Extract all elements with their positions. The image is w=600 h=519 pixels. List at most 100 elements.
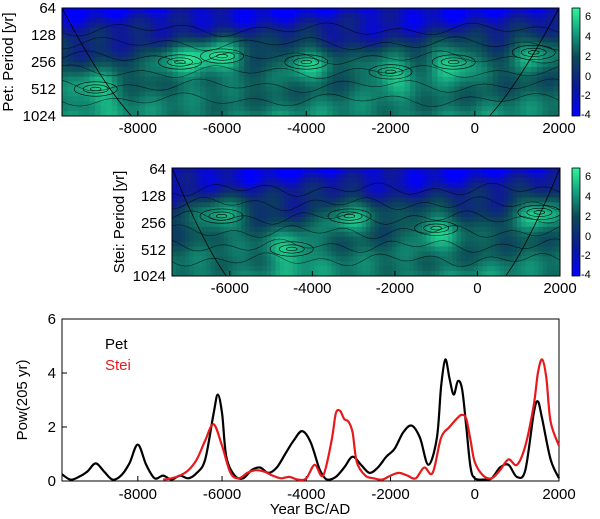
heatmap-cell — [459, 12, 466, 19]
heatmap-cell — [194, 47, 201, 53]
heatmap-cell — [227, 96, 234, 102]
heatmap-cell — [219, 172, 225, 179]
heatmap-cell — [327, 8, 334, 14]
heatmap-cell — [222, 52, 229, 58]
heatmap-cell — [361, 261, 367, 267]
peak-contour — [440, 57, 467, 67]
heatmap-cell — [542, 177, 548, 184]
heatmap-cell — [422, 202, 427, 208]
heatmap-cell — [443, 217, 449, 223]
heatmap-cell — [73, 71, 80, 78]
heatmap-cell — [249, 212, 255, 218]
heatmap-cell — [211, 27, 218, 34]
heatmap-cell — [547, 12, 555, 19]
heatmap-cell — [111, 71, 118, 78]
heatmap-cell — [443, 57, 450, 63]
heatmap-cell — [210, 177, 216, 184]
heatmap-cell — [177, 86, 185, 93]
heatmap-cell — [78, 8, 85, 14]
heatmap-cell — [332, 42, 339, 48]
heatmap-cell — [84, 37, 91, 43]
heatmap-cell — [288, 236, 294, 243]
heatmap-cell — [249, 182, 255, 189]
heatmap-cell — [498, 42, 505, 48]
heatmap-cell — [431, 62, 439, 68]
heatmap-cell — [387, 42, 394, 48]
heatmap-cell — [332, 52, 339, 58]
heatmap-cell — [434, 236, 440, 243]
heatmap-cell — [387, 12, 394, 19]
heatmap-cell — [404, 42, 411, 48]
heatmap-cell — [529, 271, 535, 276]
heatmap-cell — [503, 22, 510, 29]
heatmap-cell — [316, 42, 323, 48]
heatmap-cell — [499, 187, 505, 194]
heatmap-cell — [245, 212, 251, 218]
heatmap-cell — [531, 111, 538, 116]
heatmap-cell — [95, 32, 102, 39]
heatmap-cell — [100, 32, 107, 39]
heatmap-cell — [193, 261, 199, 267]
heatmap-cell — [340, 212, 346, 218]
heatmap-cell — [456, 251, 462, 257]
heatmap-cell — [211, 42, 218, 48]
heatmap-cell — [210, 226, 216, 233]
power-y-tick-label: 0 — [48, 473, 56, 490]
heatmap-cell — [470, 66, 477, 73]
heatmap-cell — [486, 192, 492, 199]
heatmap-cell — [498, 22, 505, 29]
heatmap-cell — [354, 76, 361, 83]
heatmap-cell — [316, 81, 323, 88]
heatmap-cell — [262, 226, 268, 233]
heatmap-cell — [400, 256, 406, 262]
heatmap-cell — [335, 192, 341, 199]
heatmap-cell — [222, 81, 229, 88]
heatmap-cell — [366, 271, 371, 276]
heatmap-cell — [260, 81, 267, 88]
heatmap-cell — [180, 222, 186, 228]
heatmap-cell — [398, 106, 405, 112]
heatmap-cell — [509, 96, 516, 102]
heatmap-cell — [321, 62, 328, 68]
heatmap-cell — [409, 71, 417, 78]
heatmap-cell — [481, 8, 488, 14]
heatmap-cell — [529, 256, 535, 262]
pet-colorbar-tick-2: 2 — [585, 51, 591, 63]
heatmap-cell — [155, 27, 162, 34]
heatmap-cell — [443, 32, 450, 39]
heatmap-cell — [223, 256, 229, 262]
heatmap-cell — [161, 47, 168, 53]
heatmap-cell — [223, 177, 229, 184]
heatmap-cell — [514, 101, 521, 107]
heatmap-cell — [206, 222, 212, 228]
heatmap-cell — [516, 168, 522, 174]
heatmap-cell — [331, 177, 337, 184]
heatmap-cell — [378, 217, 384, 223]
heatmap-cell — [349, 71, 356, 78]
heatmap-cell — [161, 106, 168, 112]
heatmap-cell — [180, 266, 186, 272]
heatmap-cell — [335, 256, 341, 262]
heatmap-cell — [194, 66, 201, 73]
heatmap-cell — [376, 91, 383, 97]
heatmap-cell — [387, 106, 394, 112]
heatmap-cell — [150, 32, 157, 39]
heatmap-cell — [486, 226, 492, 233]
contour-line — [172, 252, 560, 268]
series-line-stei — [162, 358, 561, 482]
heatmap-cell — [393, 27, 400, 34]
heatmap-cell — [194, 22, 201, 29]
heatmap-cell — [353, 192, 358, 199]
heatmap-cell — [227, 47, 234, 53]
heatmap-cell — [177, 71, 185, 78]
heatmap-cell — [275, 256, 281, 262]
heatmap-cell — [236, 212, 242, 218]
heatmap-cell — [305, 207, 311, 213]
heatmap-cell — [512, 182, 518, 189]
heatmap-cell — [211, 81, 218, 88]
heatmap-cell — [271, 86, 278, 93]
heatmap-cell — [542, 271, 548, 276]
heatmap-cell — [183, 81, 190, 88]
heatmap-cell — [393, 8, 400, 14]
heatmap-cell — [473, 187, 479, 194]
